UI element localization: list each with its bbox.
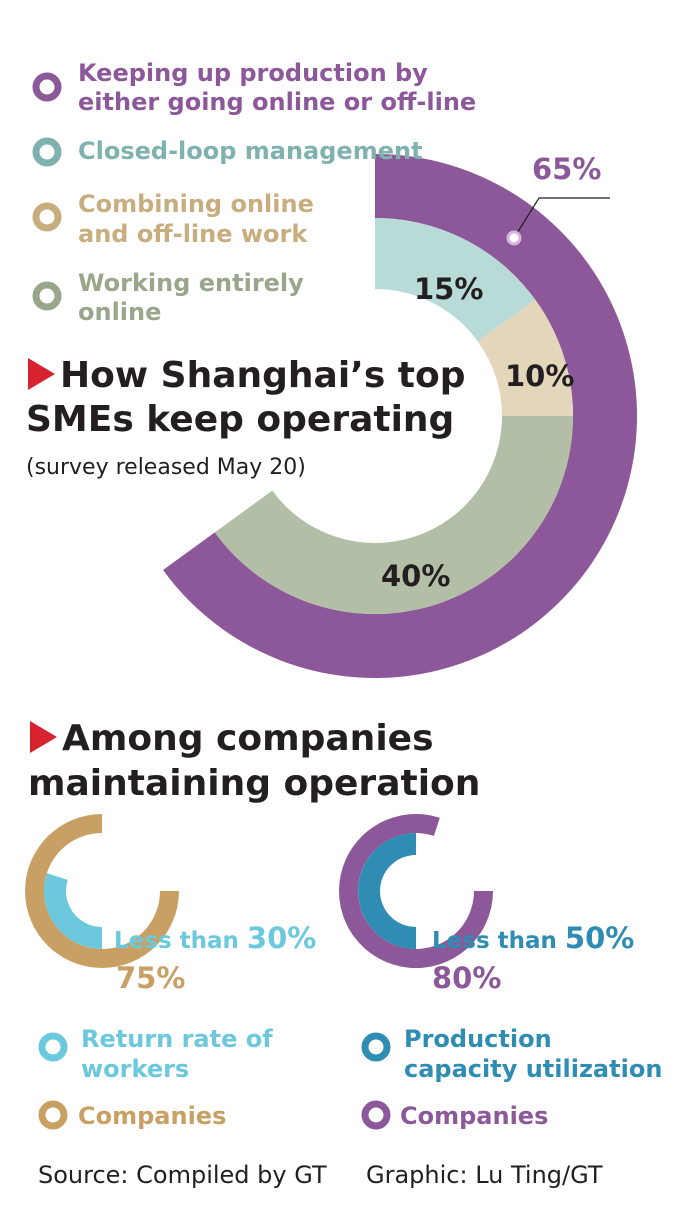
legend-label: Working entirely [78, 269, 304, 297]
legend-label: Return rate of [81, 1025, 273, 1053]
small-left-companies-value: 75% [116, 961, 185, 995]
source-credit: Source: Compiled by GT [38, 1161, 327, 1189]
legend-ring-icon [32, 137, 62, 167]
donut-slice-combining [477, 299, 573, 416]
bottom-legend: Return rate of workers Companies Product… [38, 1025, 662, 1130]
top-legend: Keeping up production by either going on… [32, 59, 476, 326]
legend-ring-icon [361, 1032, 391, 1062]
small-right-caption: Less than 50% [432, 921, 634, 955]
legend-ring-icon [361, 1100, 391, 1130]
legend-label: Companies [400, 1102, 548, 1130]
legend-label: Companies [78, 1102, 226, 1130]
legend-label: and off-line work [78, 220, 308, 248]
legend-ring-icon [38, 1100, 68, 1130]
legend-label: Combining online [78, 190, 314, 218]
legend-ring-icon [32, 281, 62, 311]
legend-label: workers [81, 1055, 189, 1083]
small-left-caption: Less than 30% [114, 921, 316, 955]
small-donut-right: Less than 50% 80% [339, 814, 634, 995]
legend-label: Closed-loop management [78, 137, 423, 165]
donut-slice-capacity-50 [358, 833, 416, 949]
donut-slice-online [214, 416, 573, 614]
graphic-credit: Graphic: Lu Ting/GT [366, 1161, 603, 1189]
legend-ring-icon [32, 202, 62, 232]
small-donut-left: Less than 30% 75% [25, 814, 316, 995]
section2-title-line2: maintaining operation [28, 763, 480, 804]
online-value-label: 40% [381, 559, 450, 593]
legend-ring-icon [38, 1032, 68, 1062]
donut-slice-return-rate-30 [44, 873, 102, 949]
section1-title-line2: SMEs keep operating [26, 399, 454, 440]
legend-label: capacity utilization [404, 1055, 662, 1083]
red-triangle-icon [28, 358, 55, 390]
section1-heading: How Shanghai’s top SMEs keep operating (… [26, 355, 466, 480]
combining-value-label: 10% [505, 359, 574, 393]
red-triangle-icon [30, 721, 57, 753]
legend-label: either going online or off-line [78, 88, 476, 116]
section1-subtitle: (survey released May 20) [26, 455, 306, 480]
legend-ring-icon [32, 72, 62, 102]
leader-line [513, 197, 610, 239]
section1-title-line1: How Shanghai’s top [60, 355, 466, 396]
section2-title-line1: Among companies [62, 718, 434, 759]
legend-label: Keeping up production by [78, 59, 428, 87]
closed-loop-value-label: 15% [414, 272, 483, 306]
legend-label: Production [404, 1025, 552, 1053]
leader-dot [506, 230, 522, 246]
small-right-companies-value: 80% [432, 961, 501, 995]
outer-value-label: 65% [532, 152, 601, 186]
footer: Source: Compiled by GT Graphic: Lu Ting/… [38, 1161, 603, 1189]
section2-heading: Among companies maintaining operation [28, 718, 480, 804]
donut-slice-closed-loop [375, 218, 536, 342]
main-donut-chart: 65% 15% 10% 40% [163, 152, 638, 678]
legend-label: online [78, 298, 161, 326]
